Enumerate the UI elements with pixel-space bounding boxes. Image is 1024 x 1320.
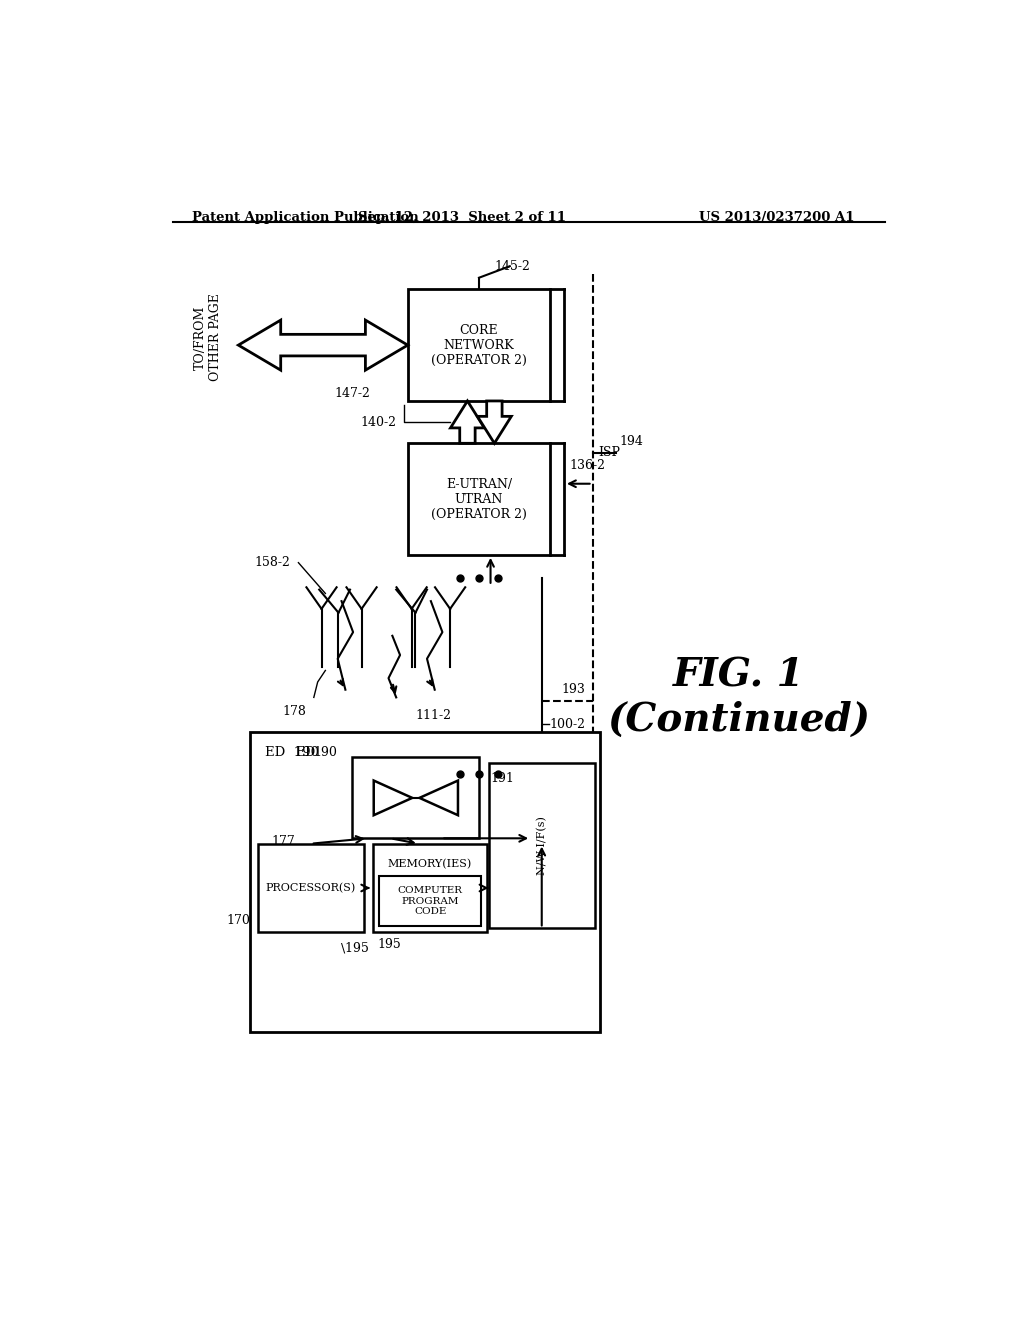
Bar (488, 763, 595, 928)
Text: FIG. 1
(Continued): FIG. 1 (Continued) (607, 656, 870, 738)
Bar (258, 843, 364, 932)
Text: 136-2: 136-2 (569, 459, 605, 471)
Text: ED: ED (296, 746, 319, 759)
Text: MEMORY(IES): MEMORY(IES) (388, 859, 472, 870)
Text: ISP: ISP (599, 446, 621, 459)
Text: 111-2: 111-2 (416, 709, 452, 722)
Text: $\mathsf{\backslash}$195: $\mathsf{\backslash}$195 (340, 940, 370, 954)
Bar (352, 758, 479, 838)
Text: 188: 188 (490, 850, 515, 863)
Text: 140-2: 140-2 (360, 416, 396, 429)
Text: 190: 190 (313, 746, 337, 759)
Text: Sep. 12, 2013  Sheet 2 of 11: Sep. 12, 2013 Sheet 2 of 11 (357, 211, 565, 224)
Text: E-UTRAN/
UTRAN
(OPERATOR 2): E-UTRAN/ UTRAN (OPERATOR 2) (431, 478, 527, 520)
Text: TO/FROM
OTHER PAGE: TO/FROM OTHER PAGE (194, 293, 221, 381)
Text: 170: 170 (226, 915, 250, 927)
Text: COMPUTER
PROGRAM
CODE: COMPUTER PROGRAM CODE (397, 886, 463, 916)
Bar (408, 289, 550, 401)
Text: 195: 195 (377, 939, 400, 952)
Text: 193: 193 (561, 684, 585, 696)
Text: Patent Application Publication: Patent Application Publication (193, 211, 419, 224)
Text: 147-2: 147-2 (335, 388, 371, 400)
Text: PROCESSOR(S): PROCESSOR(S) (265, 883, 356, 894)
Polygon shape (477, 401, 511, 444)
Bar (379, 876, 481, 927)
Bar (250, 733, 600, 1032)
Text: ED  190: ED 190 (265, 746, 319, 759)
Text: CORE
NETWORK
(OPERATOR 2): CORE NETWORK (OPERATOR 2) (431, 323, 527, 367)
Bar (373, 843, 487, 932)
Text: 178: 178 (283, 705, 306, 718)
Polygon shape (451, 401, 484, 444)
Polygon shape (239, 321, 408, 370)
Polygon shape (420, 780, 458, 816)
Text: N/W I/F(s): N/W I/F(s) (537, 816, 547, 875)
Text: 191: 191 (490, 772, 515, 785)
Bar (408, 444, 550, 554)
Text: 100-2: 100-2 (550, 718, 586, 731)
Text: 177: 177 (271, 834, 295, 847)
Polygon shape (374, 780, 413, 816)
Text: 158-2: 158-2 (255, 556, 291, 569)
Text: 194: 194 (620, 434, 643, 447)
Text: 145-2: 145-2 (495, 260, 530, 273)
Text: 189': 189' (487, 788, 514, 800)
Text: US 2013/0237200 A1: US 2013/0237200 A1 (698, 211, 854, 224)
